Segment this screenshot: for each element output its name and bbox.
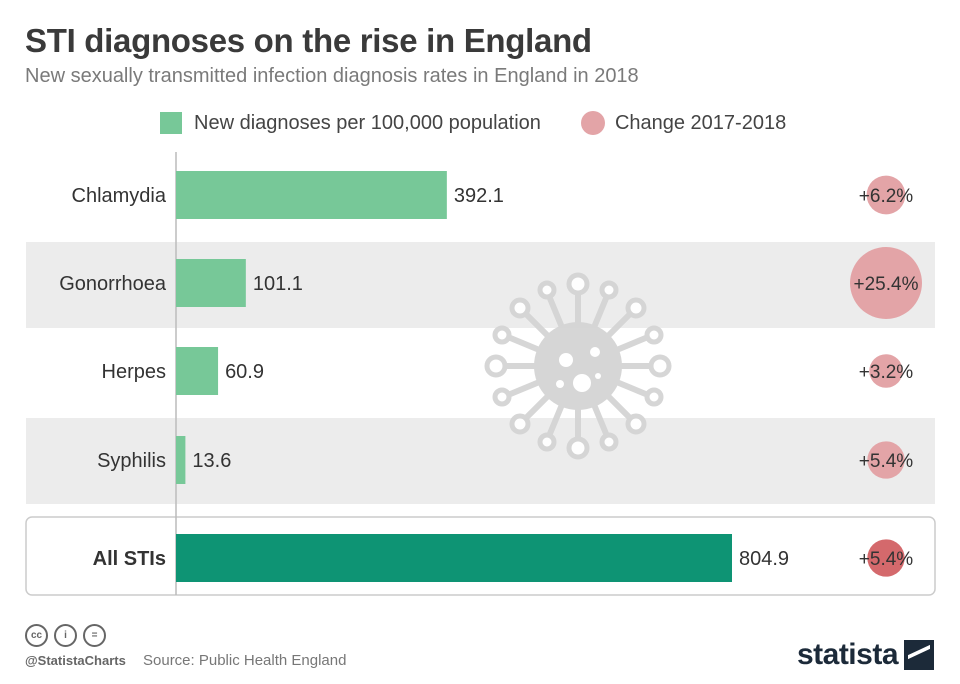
legend-circle-swatch xyxy=(580,111,605,135)
bar xyxy=(176,259,246,307)
attribution-icon: i xyxy=(54,624,77,647)
legend-circle-label: Change 2017-2018 xyxy=(614,111,787,134)
legend-bar-swatch xyxy=(160,112,182,134)
statista-logo-icon xyxy=(904,640,934,670)
bar xyxy=(176,347,219,395)
bar-value-label: 804.9 xyxy=(739,548,789,570)
category-label: Gonorrhoea xyxy=(59,273,167,295)
legend: New diagnoses per 100,000 population Cha… xyxy=(160,110,786,136)
bar-value-label: 13.6 xyxy=(192,450,231,472)
virus-icon xyxy=(484,272,672,460)
change-label: +5.4% xyxy=(859,549,914,570)
chart-title: STI diagnoses on the rise in England xyxy=(25,22,592,59)
change-label: +5.4% xyxy=(859,451,914,472)
cc-icon: cc xyxy=(25,624,48,647)
brand-text: statista xyxy=(796,638,899,671)
change-label: +25.4% xyxy=(854,274,919,295)
no-derivatives-icon: = xyxy=(83,624,106,647)
change-circle xyxy=(850,247,922,319)
bar xyxy=(176,171,447,219)
bar xyxy=(176,436,186,484)
bar-value-label: 101.1 xyxy=(253,273,303,295)
legend-bar-label: New diagnoses per 100,000 population xyxy=(194,111,541,134)
category-label: Chlamydia xyxy=(72,185,167,207)
license-block: cc i = @StatistaCharts xyxy=(25,624,126,670)
change-circle xyxy=(867,441,905,479)
change-circle xyxy=(869,354,903,388)
category-label: All STIs xyxy=(93,548,166,570)
statista-handle: @StatistaCharts xyxy=(25,653,126,668)
change-circle xyxy=(867,539,905,577)
change-label: +6.2% xyxy=(859,186,914,207)
change-circle xyxy=(866,175,906,215)
category-label: Syphilis xyxy=(97,450,166,472)
change-label: +3.2% xyxy=(859,362,914,383)
bar-value-label: 60.9 xyxy=(225,361,264,383)
bar xyxy=(176,534,732,582)
category-label: Herpes xyxy=(102,361,166,383)
chart-subtitle: New sexually transmitted infection diagn… xyxy=(25,65,639,87)
source-note: Source: Public Health England xyxy=(143,652,347,669)
bar-value-label: 392.1 xyxy=(454,185,504,207)
statista-logo: statista xyxy=(797,638,934,672)
